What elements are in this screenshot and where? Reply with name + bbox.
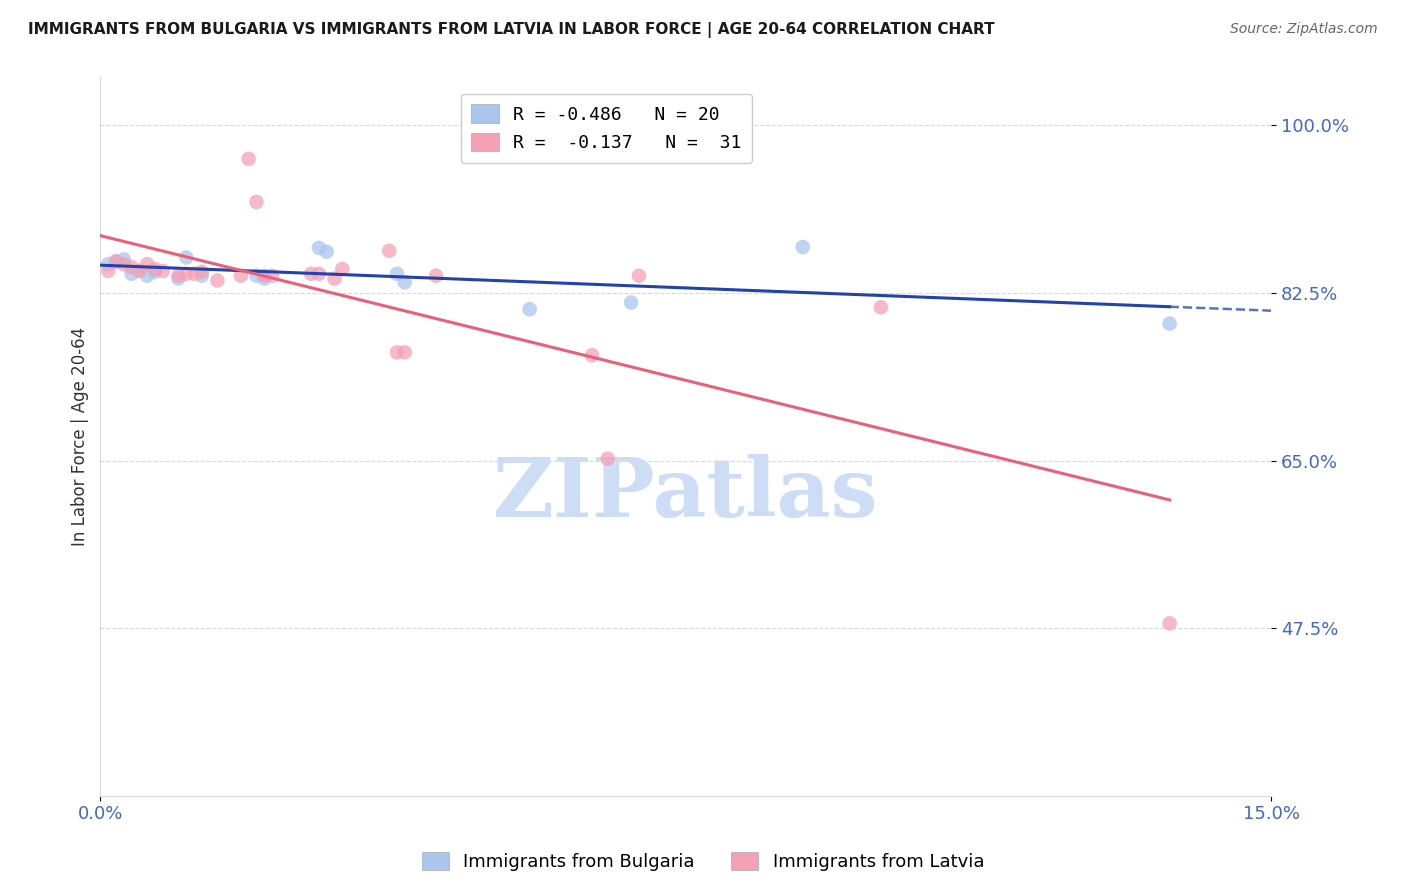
Point — [596, 451, 619, 466]
Point — [385, 267, 408, 281]
Legend: R = -0.486   N = 20, R =  -0.137   N =  31: R = -0.486 N = 20, R = -0.137 N = 31 — [461, 94, 752, 163]
Point — [136, 257, 159, 271]
Point — [627, 268, 650, 283]
Point — [167, 271, 190, 285]
Point — [378, 244, 401, 258]
Point — [1159, 317, 1181, 331]
Point — [104, 254, 127, 268]
Point — [519, 302, 541, 317]
Legend: Immigrants from Bulgaria, Immigrants from Latvia: Immigrants from Bulgaria, Immigrants fro… — [415, 845, 991, 879]
Point — [97, 264, 120, 278]
Point — [394, 345, 416, 359]
Point — [253, 268, 276, 283]
Point — [581, 348, 603, 362]
Point — [97, 257, 120, 271]
Text: ZIPatlas: ZIPatlas — [494, 454, 879, 534]
Point — [104, 254, 127, 268]
Point — [308, 241, 330, 255]
Point — [121, 267, 143, 281]
Point — [112, 252, 135, 267]
Point — [136, 268, 159, 283]
Point — [315, 244, 337, 259]
Point — [167, 268, 190, 283]
Point — [191, 268, 214, 283]
Point — [869, 301, 891, 315]
Point — [330, 262, 353, 277]
Point — [394, 276, 416, 290]
Text: IMMIGRANTS FROM BULGARIA VS IMMIGRANTS FROM LATVIA IN LABOR FORCE | AGE 20-64 CO: IMMIGRANTS FROM BULGARIA VS IMMIGRANTS F… — [28, 22, 995, 38]
Point — [323, 271, 346, 285]
Point — [128, 264, 150, 278]
Point — [425, 268, 447, 283]
Point — [620, 295, 643, 310]
Text: Source: ZipAtlas.com: Source: ZipAtlas.com — [1230, 22, 1378, 37]
Point — [143, 265, 166, 279]
Point — [112, 257, 135, 271]
Point — [191, 265, 214, 279]
Point — [1159, 616, 1181, 631]
Point — [174, 267, 197, 281]
Point — [207, 273, 229, 287]
Point — [245, 194, 267, 209]
Point — [143, 262, 166, 277]
Point — [792, 240, 814, 254]
Point — [238, 152, 260, 166]
Point — [260, 268, 283, 283]
Point — [385, 345, 408, 359]
Point — [245, 268, 267, 283]
Point — [253, 271, 276, 285]
Point — [174, 251, 197, 265]
Point — [299, 267, 322, 281]
Point — [308, 267, 330, 281]
Y-axis label: In Labor Force | Age 20-64: In Labor Force | Age 20-64 — [72, 327, 89, 546]
Point — [229, 268, 252, 283]
Point — [183, 267, 205, 281]
Point — [152, 264, 174, 278]
Point — [121, 260, 143, 274]
Point — [128, 264, 150, 278]
